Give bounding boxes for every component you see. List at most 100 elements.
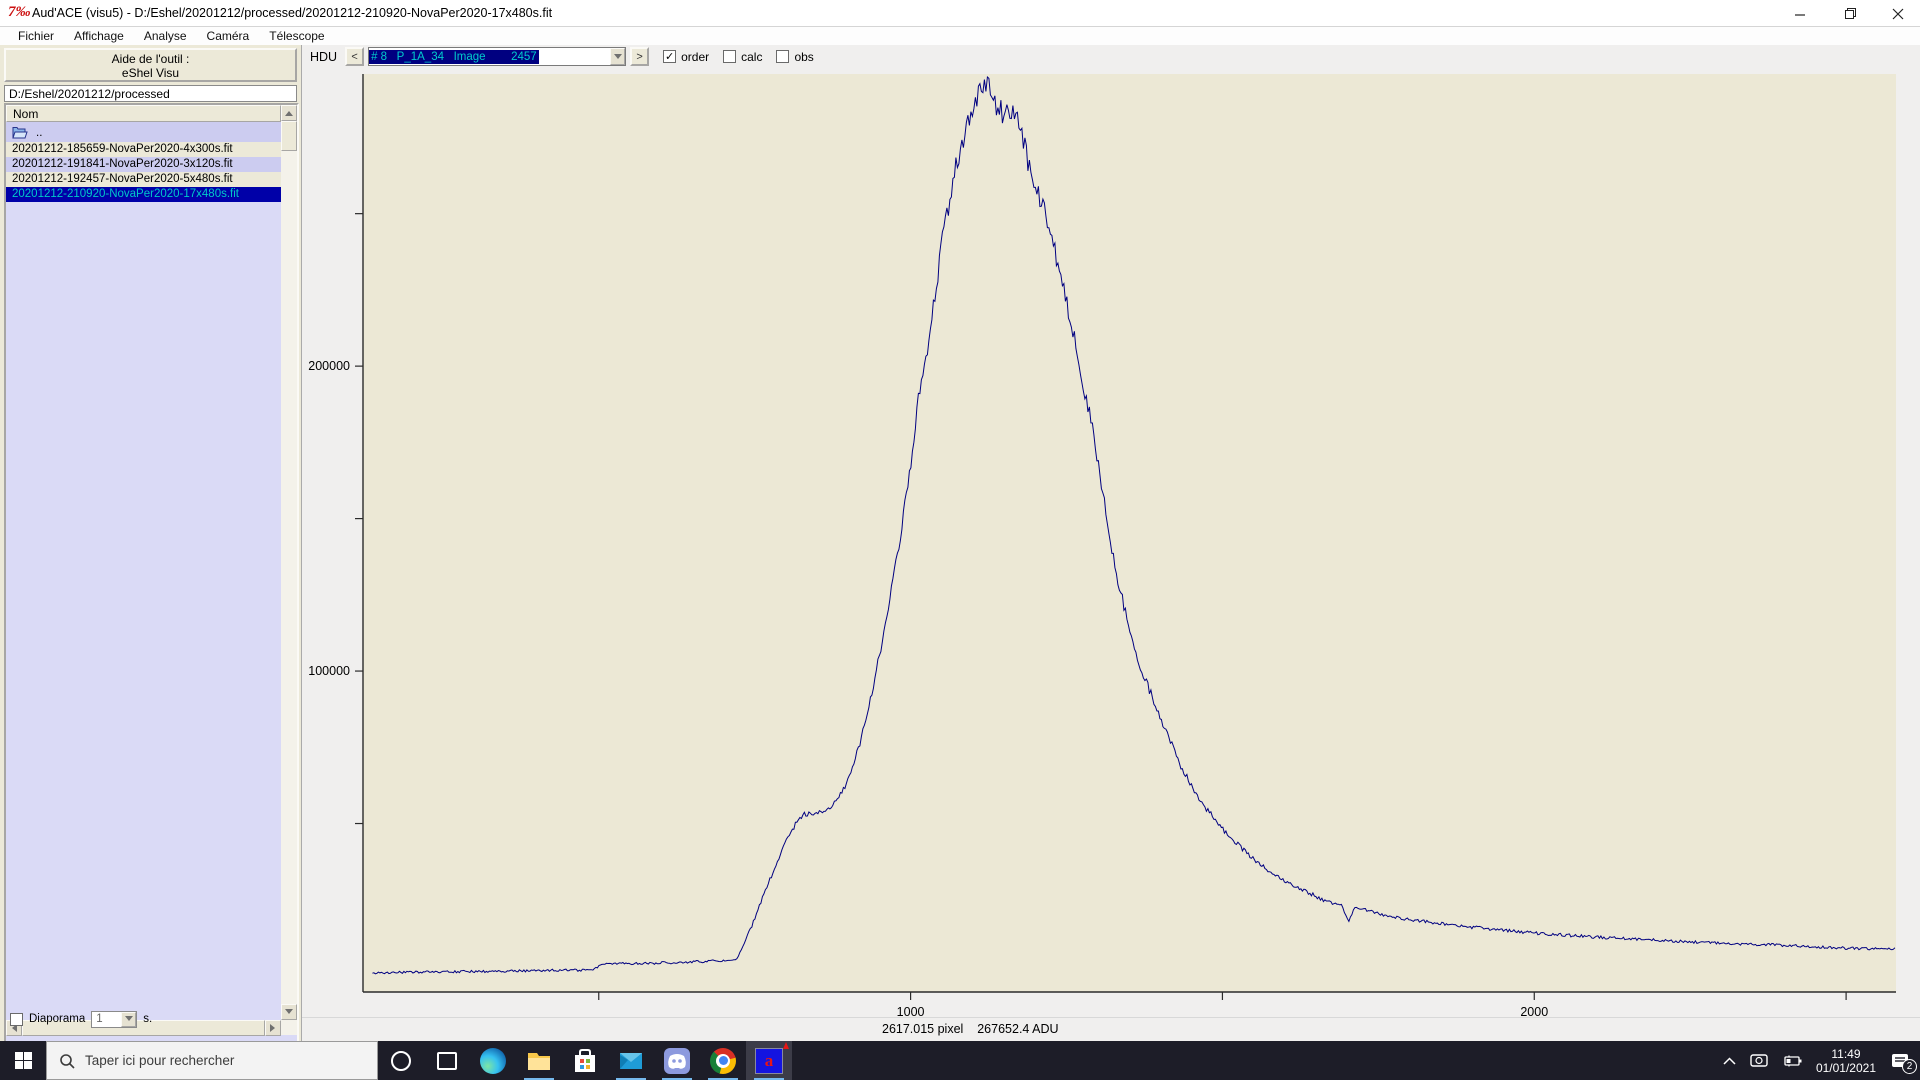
parent-folder-row[interactable]: .. [6,122,281,142]
search-placeholder: Taper ici pour rechercher [85,1053,235,1068]
spectrum-trace [372,75,1896,975]
dropdown-button[interactable] [121,1011,137,1027]
clock-date: 01/01/2021 [1815,1060,1876,1075]
menu-bar: Fichier Affichage Analyse Caméra Télesco… [0,27,1920,45]
running-indicator [662,1078,692,1080]
diaporama-delay-select[interactable]: 1 [91,1010,138,1028]
taskbar-app-mail[interactable] [608,1041,654,1080]
arrow-down-icon [285,1009,293,1018]
menu-telescope[interactable]: Télescope [269,29,325,43]
close-icon [1892,8,1904,19]
start-button[interactable] [0,1041,46,1080]
clock-time: 11:49 [1831,1046,1861,1061]
menu-affichage[interactable]: Affichage [74,29,124,43]
arrow-up-icon [285,107,293,116]
hdu-dropdown-button[interactable] [610,48,626,65]
horizontal-scrollbar[interactable] [6,1020,281,1036]
diaporama-unit: s. [143,1013,153,1025]
file-row[interactable]: 20201212-191841-NovaPer2020-3x120s.fit [6,157,281,172]
hdu-select[interactable]: # 8 P_1A_34 Image 2457 [368,47,627,66]
battery-button[interactable] [1782,1055,1802,1067]
column-header-nom[interactable]: Nom [6,105,281,122]
chevron-up-icon [1723,1056,1736,1065]
close-button[interactable] [1876,0,1920,27]
scrollbar-thumb[interactable] [281,121,297,151]
plot-area[interactable] [363,74,1896,992]
order-checkbox[interactable]: ✓ [663,50,677,63]
arrow-right-icon [270,1024,279,1032]
x-tick-label: 2000 [1520,1005,1548,1017]
discord-icon [664,1047,690,1074]
hdu-toolbar: HDU < # 8 P_1A_34 Image 2457 > ✓ order c… [302,45,1920,68]
restore-icon [1844,8,1856,19]
window-title: Aud'ACE (visu5) - D:/Eshel/20201212/proc… [32,6,553,20]
obs-check-group: obs [776,50,814,64]
diaporama-checkbox[interactable] [10,1012,23,1026]
file-row[interactable]: 20201212-185659-NovaPer2020-4x300s.fit [6,142,281,157]
current-path: D:/Eshel/20201212/processed [4,85,297,102]
spectrum-plot[interactable]: 100000 200000 1000 2000 [302,68,1920,1017]
cast-display-button[interactable] [1750,1053,1768,1068]
cursor-adu-readout: 267652.4 ADU [977,1022,1059,1036]
file-row-selected[interactable]: 20201212-210920-NovaPer2020-17x480s.fit [6,187,281,202]
running-indicator [616,1078,646,1080]
file-row[interactable]: 20201212-192457-NovaPer2020-5x480s.fit [6,172,281,187]
tool-help-button[interactable]: Aide de l'outil : eShel Visu [4,48,297,82]
calc-label: calc [741,49,763,64]
file-explorer-icon [528,1052,550,1070]
taskbar-app-discord[interactable] [654,1041,700,1080]
menu-analyse[interactable]: Analyse [143,29,187,43]
scrollbar-thumb[interactable] [22,1020,265,1036]
menu-fichier[interactable]: Fichier [18,29,55,43]
title-bar: 7‰ Aud'ACE (visu5) - D:/Eshel/20201212/p… [0,0,1920,27]
chrome-icon [710,1047,736,1074]
obs-checkbox[interactable] [776,50,790,63]
scroll-right-button[interactable] [265,1020,281,1036]
chevron-down-icon [124,1016,133,1025]
restore-button[interactable] [1828,0,1872,27]
tray-expand-button[interactable] [1723,1056,1736,1065]
taskbar-search-input[interactable]: Taper ici pour rechercher [46,1041,378,1080]
file-list: Nom .. 20201212-185659-NovaPer2020-4x300… [4,103,299,1053]
notification-center-button[interactable]: 2 [1890,1052,1917,1074]
menu-camera[interactable]: Caméra [206,29,250,43]
calc-check-group: calc [723,50,762,64]
task-view-button[interactable] [424,1041,470,1080]
cortana-icon [391,1050,411,1071]
order-label: order [681,49,710,64]
audace-icon: a [755,1042,789,1074]
taskbar-app-chrome[interactable] [700,1041,746,1080]
tool-help-line1: Aide de l'outil : [111,52,190,66]
y-tick-label: 200000 [308,359,350,373]
parent-folder-label: .. [36,126,43,139]
minimize-icon [1795,13,1805,16]
hdu-selected-value: # 8 P_1A_34 Image 2457 [369,49,539,64]
system-tray: 11:49 01/01/2021 2 [1723,1041,1920,1080]
minimize-button[interactable] [1778,0,1822,27]
cast-display-icon [1750,1053,1768,1067]
cortana-button[interactable] [378,1041,424,1080]
calc-checkbox[interactable] [723,50,737,63]
hdu-prev-button[interactable]: < [345,47,365,66]
taskbar-app-edge[interactable] [470,1041,516,1080]
notification-badge: 2 [1902,1058,1917,1074]
search-icon [60,1053,75,1069]
order-check-group: ✓ order [663,50,709,64]
taskbar-app-microsoft-store[interactable] [562,1041,608,1080]
arrow-left-icon [8,1024,17,1032]
status-bar: 2617.015 pixel 267652.4 ADU [302,1017,1920,1041]
vertical-scrollbar[interactable] [281,105,297,1035]
audace-logo-icon: 7‰ [8,4,31,20]
hdu-next-button[interactable]: > [630,47,650,66]
diaporama-label: Diaporama [29,1013,86,1025]
task-view-icon [437,1051,457,1070]
running-indicator [754,1078,784,1080]
scroll-down-button[interactable] [281,1004,297,1020]
mail-icon [620,1052,642,1069]
taskbar-app-file-explorer[interactable] [516,1041,562,1080]
edge-icon [480,1047,506,1074]
tool-help-line2: eShel Visu [121,66,180,80]
taskbar-app-audace[interactable]: a [746,1041,792,1080]
taskbar-clock[interactable]: 11:49 01/01/2021 [1816,1047,1876,1075]
scroll-up-button[interactable] [281,105,297,121]
